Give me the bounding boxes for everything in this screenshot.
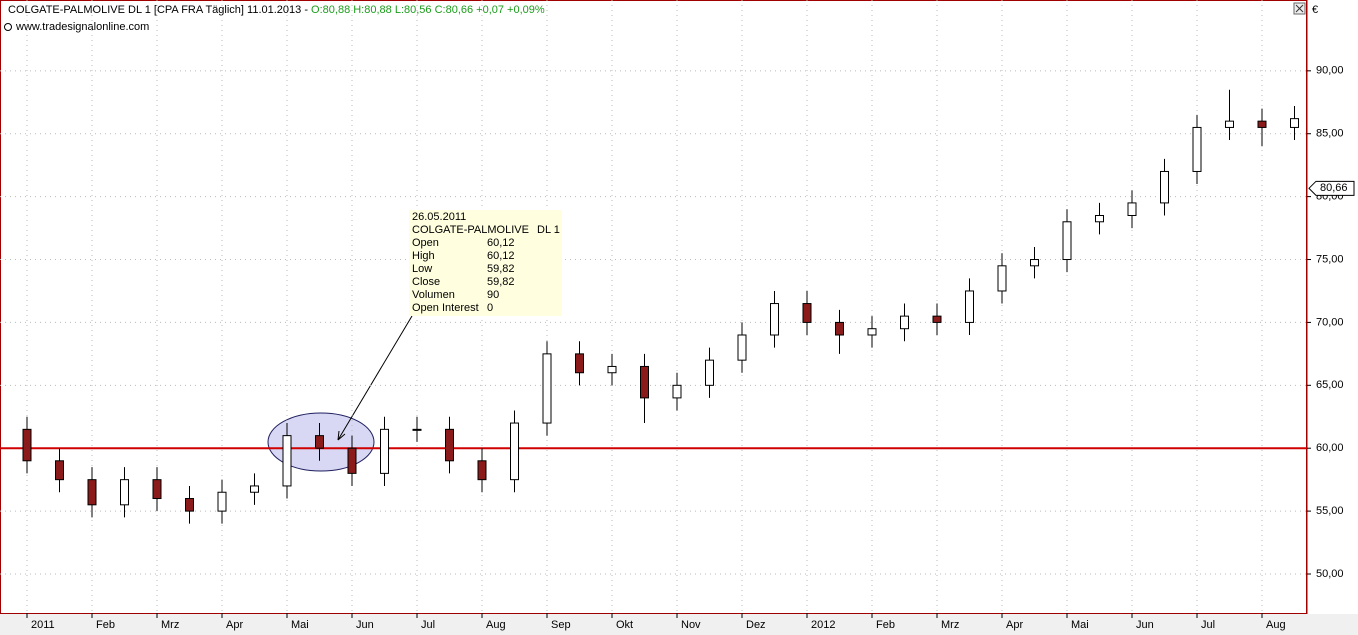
candle-body (672, 384, 682, 399)
candle-body (22, 428, 32, 462)
tooltip-contract: DL 1 (537, 224, 560, 236)
candle-body (347, 447, 357, 474)
x-tick-label: Feb (96, 619, 115, 631)
x-tick-label: Mrz (161, 619, 179, 631)
y-tick-label: 85,00 (1316, 128, 1344, 140)
x-tick-label: Feb (876, 619, 895, 631)
candle-body (900, 315, 909, 330)
y-tick-label: 70,00 (1316, 316, 1344, 328)
x-tick-label: Jul (1201, 619, 1215, 631)
x-tick-label: Okt (616, 619, 633, 631)
copyright-icon (4, 23, 12, 31)
candle-body (445, 428, 454, 462)
x-tick-label: Dez (746, 619, 766, 631)
tooltip-label: Open (412, 237, 439, 249)
tooltip-arrow (337, 315, 413, 441)
tooltip-value: 60,12 (487, 250, 515, 262)
tooltip-name: COLGATE-PALMOLIVE (412, 224, 529, 236)
candle-body (315, 435, 324, 449)
candle-body (607, 365, 617, 374)
candle-body (510, 422, 519, 481)
candle-body (965, 290, 974, 323)
candle-body (1030, 259, 1039, 267)
candle-body (87, 479, 97, 506)
tooltip-label: Low (412, 263, 432, 275)
candle-body (120, 479, 129, 506)
tooltip-date: 26.05.2011 (412, 211, 466, 223)
source: www.tradesignalonline.com (15, 21, 149, 33)
tooltip-box (409, 210, 562, 316)
close-icon (1295, 4, 1304, 13)
candle-body (217, 491, 227, 512)
x-tick-label: Mai (291, 619, 309, 631)
x-tick-label: Aug (486, 619, 506, 631)
tooltip-label: High (412, 250, 435, 262)
last-price-label: 80,66 (1320, 182, 1348, 194)
y-tick-label: 55,00 (1316, 505, 1344, 517)
x-tick-label: Jun (1136, 619, 1154, 631)
candle-body (1225, 120, 1234, 128)
y-tick-label: 60,00 (1316, 442, 1344, 454)
y-tick-label: 90,00 (1316, 65, 1344, 77)
candle-body (1160, 170, 1169, 204)
tooltip-value: 90 (487, 289, 499, 301)
x-tick-label: Apr (226, 619, 243, 631)
subtitle-text: O:80,88 H:80,88 L:80,56 C:80,66 +0,07 +0… (311, 4, 545, 16)
last-price-tag (1308, 180, 1355, 196)
x-axis-band (0, 614, 1358, 635)
candle-body (867, 328, 877, 336)
tooltip: 26.05.2011 COLGATE-PALMOLIVE DL 1 Open 60… (409, 210, 562, 316)
candle-body (770, 303, 779, 336)
candle-body (1062, 221, 1072, 261)
candle-body (1127, 202, 1137, 216)
candle-body (250, 485, 259, 493)
candle-body (932, 315, 942, 323)
candle-body (640, 365, 649, 399)
candle-body (477, 460, 487, 481)
tooltip-label: Volumen (412, 289, 455, 301)
tooltip-label: Close (412, 276, 440, 288)
candle-body (55, 460, 64, 481)
arrow-head (337, 430, 346, 441)
x-tick-label: Jul (421, 619, 435, 631)
candle-body (152, 479, 162, 500)
tooltip-value: 59,82 (487, 263, 515, 275)
candle-body (802, 303, 812, 323)
candle-body (542, 353, 552, 424)
currency: € (1312, 4, 1318, 16)
chart-title: COLGATE-PALMOLIVE DL 1 [CPA FRA Täglich]… (8, 4, 545, 16)
title-text: COLGATE-PALMOLIVE DL 1 [CPA FRA Täglich]… (8, 4, 308, 16)
candle-body (705, 359, 714, 386)
candle-body (380, 428, 389, 474)
candle-body (997, 265, 1007, 292)
tooltip-value: 60,12 (487, 237, 515, 249)
candle-body (1095, 214, 1104, 223)
x-tick-label: 2012 (811, 619, 835, 631)
tooltip-value: 59,82 (487, 276, 515, 288)
tooltip-label: Open Interest (412, 302, 479, 314)
x-tick-label: 2011 (31, 619, 55, 631)
candle-body (185, 498, 194, 512)
y-tick-label: 65,00 (1316, 379, 1344, 391)
candle-body (835, 321, 844, 336)
x-tick-label: Apr (1006, 619, 1023, 631)
candle-body (1290, 118, 1299, 128)
candle-body (412, 428, 422, 431)
tooltip-value: 0 (487, 302, 493, 314)
x-tick-label: Jun (356, 619, 374, 631)
x-tick-label: Nov (681, 619, 701, 631)
x-tick-label: Mrz (941, 619, 959, 631)
x-tick-label: Sep (551, 619, 571, 631)
y-tick-label: 75,00 (1316, 253, 1344, 265)
candle-body (737, 334, 747, 361)
y-tick-label: 50,00 (1316, 568, 1344, 580)
x-tick-label: Mai (1071, 619, 1089, 631)
candle-body (1192, 126, 1202, 172)
candle-body (1257, 120, 1267, 128)
candle-body (575, 353, 584, 374)
x-tick-label: Aug (1266, 619, 1286, 631)
candle-body (282, 435, 292, 487)
